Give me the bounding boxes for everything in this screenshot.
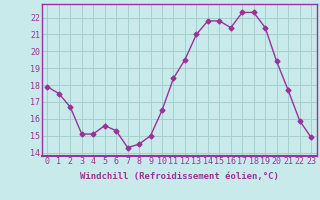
X-axis label: Windchill (Refroidissement éolien,°C): Windchill (Refroidissement éolien,°C) bbox=[80, 172, 279, 181]
